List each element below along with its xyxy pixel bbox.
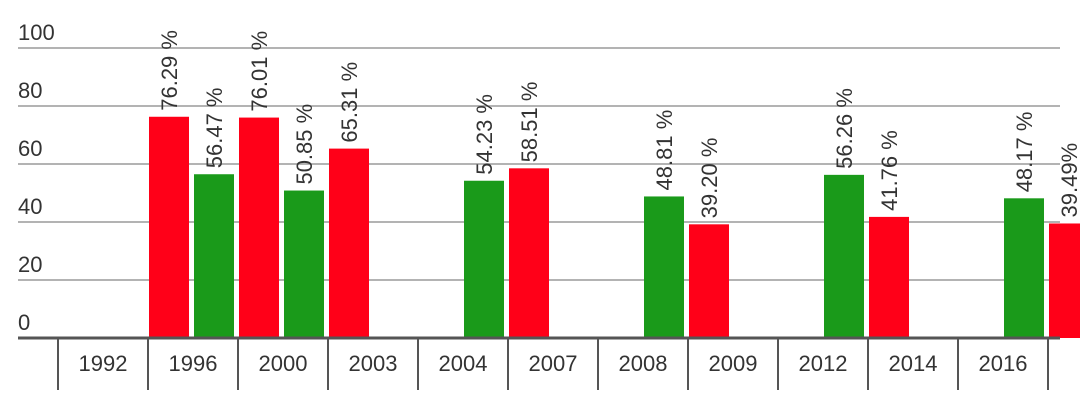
data-label: 76.29 % xyxy=(157,30,182,111)
bar xyxy=(689,224,729,338)
x-tick-label: 2016 xyxy=(979,351,1028,376)
data-label: 76.01 % xyxy=(247,31,272,112)
data-label: 50.85 % xyxy=(292,104,317,185)
bar xyxy=(194,174,234,338)
x-tick-label: 2009 xyxy=(709,351,758,376)
bar xyxy=(1004,198,1044,338)
bar xyxy=(329,148,369,338)
y-tick-label: 40 xyxy=(18,194,42,219)
bar xyxy=(644,196,684,338)
x-tick-label: 2012 xyxy=(799,351,848,376)
bar xyxy=(824,174,864,338)
y-tick-label: 80 xyxy=(18,78,42,103)
data-label: 65.31 % xyxy=(337,62,362,143)
bar xyxy=(284,190,324,338)
bar xyxy=(1049,223,1080,338)
data-label: 39.49% xyxy=(1057,143,1080,218)
x-tick-label: 1996 xyxy=(169,351,218,376)
data-label: 41.76 % xyxy=(877,130,902,211)
data-label: 56.26 % xyxy=(832,88,857,169)
y-tick-label: 100 xyxy=(18,20,55,45)
data-label: 39.20 % xyxy=(697,138,722,219)
x-tick-label: 1992 xyxy=(79,351,128,376)
y-tick-label: 0 xyxy=(18,310,30,335)
bar xyxy=(464,180,504,338)
data-label: 54.23 % xyxy=(472,94,497,175)
bar xyxy=(509,168,549,338)
data-label: 58.51 % xyxy=(517,82,542,163)
y-tick-label: 20 xyxy=(18,252,42,277)
x-tick-label: 2003 xyxy=(349,351,398,376)
data-label: 48.17 % xyxy=(1012,112,1037,193)
y-tick-label: 60 xyxy=(18,136,42,161)
x-tick-label: 2000 xyxy=(259,351,308,376)
x-tick-label: 2014 xyxy=(889,351,938,376)
data-label: 48.81 % xyxy=(652,110,677,191)
bar xyxy=(869,216,909,338)
data-label: 56.47 % xyxy=(202,88,227,169)
x-tick-label: 2007 xyxy=(529,351,578,376)
bar xyxy=(239,117,279,338)
x-tick-label: 2004 xyxy=(439,351,488,376)
x-tick-label: 2008 xyxy=(619,351,668,376)
bar xyxy=(149,116,189,338)
